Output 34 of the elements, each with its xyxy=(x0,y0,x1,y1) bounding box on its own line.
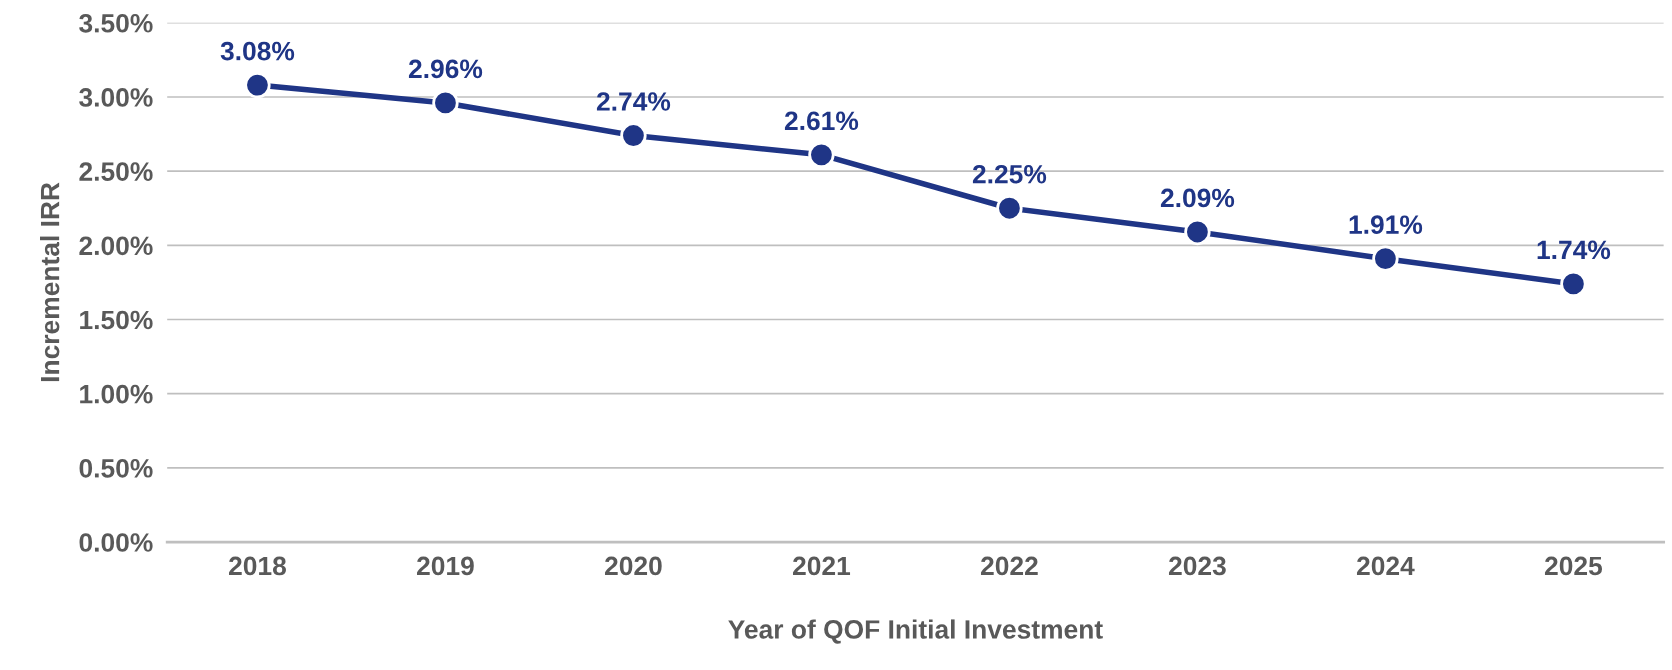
y-tick-label: 0.50% xyxy=(79,458,153,478)
data-label: 1.74% xyxy=(1537,240,1611,260)
data-label: 1.91% xyxy=(1349,215,1423,235)
x-tick-label: 2021 xyxy=(792,556,851,576)
point xyxy=(432,89,459,117)
point xyxy=(620,122,647,149)
data-label: 2.61% xyxy=(784,111,859,131)
y-tick-label: 3.00% xyxy=(79,88,153,107)
data-label: 2.25% xyxy=(972,164,1047,184)
data-label: 2.96% xyxy=(408,59,483,79)
data-label: 3.08% xyxy=(220,41,295,61)
point xyxy=(1560,270,1587,298)
point xyxy=(244,71,271,99)
x-tick-label: 2018 xyxy=(229,556,286,576)
y-tick-label: 1.50% xyxy=(80,310,153,330)
data-label: 2.74% xyxy=(596,92,671,111)
point xyxy=(1372,245,1399,272)
x-axis-title: Year of QOF Initial Investment xyxy=(728,619,1103,644)
y-tick-label: 0.00% xyxy=(79,533,153,552)
x-tick-label: 2024 xyxy=(1356,556,1415,576)
x-tick-label: 2025 xyxy=(1544,556,1603,576)
x-tick-label: 2019 xyxy=(417,556,474,576)
y-tick-label: 3.50% xyxy=(79,13,153,33)
y-tick-label: 2.50% xyxy=(79,162,153,181)
x-tick-label: 2022 xyxy=(980,556,1038,576)
data-label: 2.09% xyxy=(1160,188,1235,208)
y-tick-label: 1.00% xyxy=(80,384,153,404)
point xyxy=(808,141,835,169)
x-tick-label: 2020 xyxy=(604,556,662,576)
point xyxy=(996,195,1023,222)
y-axis-title: Incremental IRR xyxy=(40,182,60,382)
y-tick-label: 2.00% xyxy=(79,236,153,256)
x-tick-label: 2023 xyxy=(1168,556,1226,576)
point xyxy=(1184,218,1211,246)
